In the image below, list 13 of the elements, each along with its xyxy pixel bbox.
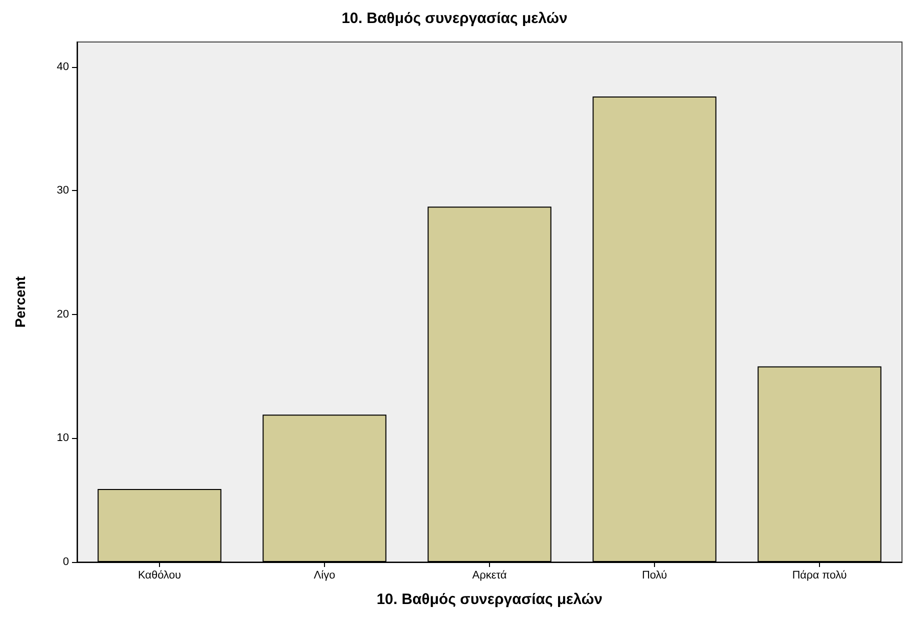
x-axis-title: 10. Βαθμός συνεργασίας μελών bbox=[376, 591, 602, 608]
x-tick-label: Καθόλου bbox=[138, 570, 182, 582]
y-axis-title: Percent bbox=[12, 276, 28, 328]
x-tick-label: Λίγο bbox=[314, 570, 336, 582]
x-tick-label: Πάρα πολύ bbox=[792, 570, 847, 582]
y-tick-label: 30 bbox=[56, 184, 69, 197]
y-tick-label: 0 bbox=[62, 556, 69, 568]
x-tick-label: Αρκετά bbox=[472, 570, 508, 582]
x-tick-label: Πολύ bbox=[642, 570, 668, 582]
y-tick-label: 10 bbox=[56, 432, 69, 444]
y-tick-label: 40 bbox=[56, 60, 69, 73]
y-tick-label: 20 bbox=[56, 308, 69, 320]
chart-title: 10. Βαθμός συνεργασίας μελών bbox=[342, 10, 568, 27]
